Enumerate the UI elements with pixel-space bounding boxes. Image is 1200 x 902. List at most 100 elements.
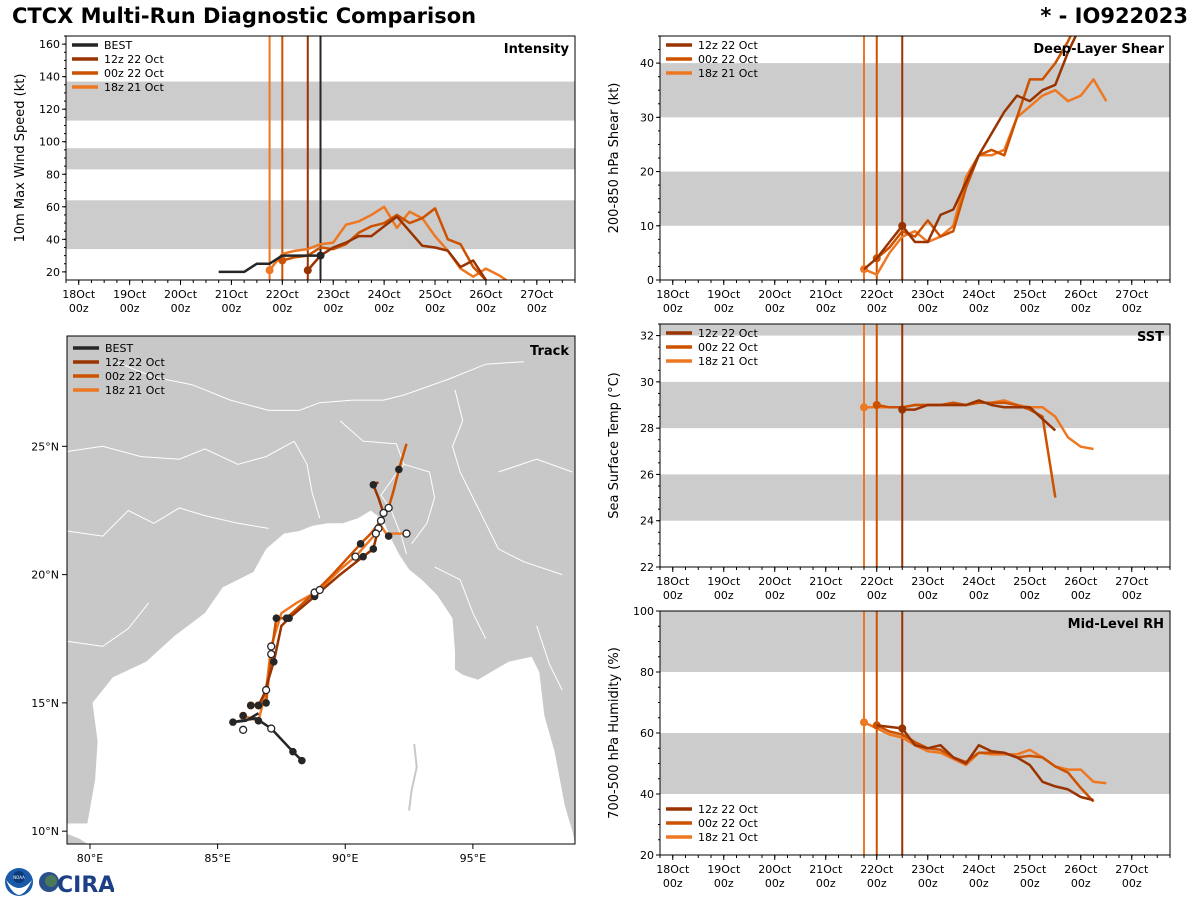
border-line xyxy=(293,440,321,519)
series-line-best xyxy=(218,254,321,274)
x-tick-label-date: 22Oct xyxy=(860,288,894,301)
y-tick-label: 140 xyxy=(39,71,60,84)
y-axis-label: 200-850 hPa Shear (kt) xyxy=(607,83,622,234)
track-point-open xyxy=(267,649,276,659)
x-tick-label-date: 19Oct xyxy=(707,288,741,301)
x-tick-label-hour: 00z xyxy=(714,877,734,890)
x-tick-label-hour: 00z xyxy=(714,589,734,602)
track-point-open xyxy=(384,503,393,513)
border-line xyxy=(434,566,487,639)
map-area xyxy=(67,336,575,844)
x-tick-label-date: 23Oct xyxy=(911,575,945,588)
track-panel: 80°E 85°E 90°E 95°E 10°N 15°N 20°N 25°N Track BES… xyxy=(31,335,576,865)
border-line xyxy=(403,463,436,545)
track-point-filled xyxy=(356,540,365,548)
border-line xyxy=(67,602,150,647)
x-tick-label-hour: 00z xyxy=(918,589,938,602)
noaa-logo-text: NOAA xyxy=(13,875,25,880)
shear-panel: 01020304018Oct00z19Oct00z20Oct00z21Oct00… xyxy=(607,35,1171,315)
x-tick-label-date: 18Oct xyxy=(656,575,690,588)
x-tick-label-hour: 00z xyxy=(1020,877,1040,890)
y-tick-label: 30 xyxy=(640,111,654,124)
track-point-filled xyxy=(282,614,291,623)
panel-title: Intensity xyxy=(504,42,570,57)
x-tick-label-hour: 00z xyxy=(1122,589,1142,602)
legend-label: 12z 22 Oct xyxy=(104,53,164,66)
x-tick-label-date: 21Oct xyxy=(215,288,249,301)
x-tick-label-hour: 00z xyxy=(1020,302,1040,315)
border-line xyxy=(115,361,524,411)
track-point-open xyxy=(267,724,276,733)
x-tick-label-hour: 00z xyxy=(425,302,445,315)
x-tick-label-hour: 00z xyxy=(374,302,394,315)
x-tick-label-hour: 00z xyxy=(222,302,242,315)
land-area xyxy=(67,833,88,844)
x-tick-label-hour: 00z xyxy=(120,302,140,315)
x-tick-label-date: 24Oct xyxy=(368,288,402,301)
x-tick-label-hour: 00z xyxy=(816,302,836,315)
x-tick-label: 95°E xyxy=(460,852,486,865)
x-tick-label-date: 26Oct xyxy=(469,288,503,301)
plot-area xyxy=(66,36,575,280)
series-line-18z-21-oct xyxy=(268,205,507,280)
storm-id-label: * - IO922023 xyxy=(1040,4,1188,28)
figure-title: CTCX Multi-Run Diagnostic Comparison xyxy=(12,4,477,28)
legend-label: BEST xyxy=(104,39,132,52)
legend-label: 00z 22 Oct xyxy=(698,53,758,66)
x-tick-label-hour: 00z xyxy=(816,877,836,890)
x-tick-label-hour: 00z xyxy=(663,302,683,315)
y-tick-label: 120 xyxy=(39,103,60,116)
x-tick-label-hour: 00z xyxy=(969,589,989,602)
border-line xyxy=(498,458,573,473)
x-tick-label-hour: 00z xyxy=(1122,302,1142,315)
panel-title: Mid-Level RH xyxy=(1068,617,1164,632)
y-tick-label: 40 xyxy=(640,788,654,801)
x-tick-label-hour: 00z xyxy=(765,877,785,890)
noaa-cira-logo: NOAA CIRA xyxy=(4,866,115,898)
x-tick-label-hour: 00z xyxy=(867,302,887,315)
track-point-open xyxy=(402,529,411,538)
legend-label: 12z 22 Oct xyxy=(698,803,758,816)
y-tick-label: 22 xyxy=(640,561,654,574)
plot-area xyxy=(660,324,1170,567)
y-tick-label: 20°N xyxy=(31,569,59,582)
y-tick-label: 20 xyxy=(46,266,60,279)
x-tick-label-date: 27Oct xyxy=(520,288,554,301)
x-tick-label-date: 21Oct xyxy=(809,288,843,301)
track-point-filled xyxy=(272,614,281,623)
legend-label: 00z 22 Oct xyxy=(698,341,758,354)
series-line-18z-21-oct xyxy=(863,78,1108,276)
intensity-panel: 2040608010012014016018Oct00z19Oct00z20Oc… xyxy=(13,35,576,315)
track-point-filled xyxy=(289,747,297,756)
border-line xyxy=(67,440,295,465)
y-tick-label: 20 xyxy=(640,166,654,179)
legend-label: 18z 21 Oct xyxy=(698,355,758,368)
y-tick-label: 160 xyxy=(39,38,60,51)
legend-label: 12z 22 Oct xyxy=(698,327,758,340)
init-marker xyxy=(872,721,881,730)
rh-panel: 2040608010018Oct00z19Oct00z20Oct00z21Oct… xyxy=(607,605,1171,890)
track-point-filled xyxy=(262,699,270,707)
plot-area xyxy=(660,611,1170,855)
x-tick-label: 80°E xyxy=(77,852,103,865)
legend-label: 18z 21 Oct xyxy=(104,81,164,94)
x-tick-label-hour: 00z xyxy=(1122,877,1142,890)
x-tick-label-hour: 00z xyxy=(171,302,191,315)
x-tick-label-hour: 00z xyxy=(69,302,89,315)
track-point-filled xyxy=(369,481,378,489)
x-tick-label-hour: 00z xyxy=(969,877,989,890)
x-tick-label-date: 25Oct xyxy=(1013,575,1047,588)
x-tick-label-hour: 00z xyxy=(867,877,887,890)
shaded-band xyxy=(660,611,1170,672)
track-point-filled xyxy=(254,701,263,710)
x-tick-label-date: 18Oct xyxy=(62,288,96,301)
x-tick-label-date: 25Oct xyxy=(1013,288,1047,301)
legend-label: 12z 22 Oct xyxy=(105,356,165,369)
track-point-filled xyxy=(395,465,403,474)
y-tick-label: 80 xyxy=(640,666,654,679)
y-tick-label: 0 xyxy=(647,274,654,287)
x-tick-label-hour: 00z xyxy=(323,302,343,315)
shaded-band xyxy=(660,171,1170,226)
x-tick-label-date: 24Oct xyxy=(962,575,996,588)
